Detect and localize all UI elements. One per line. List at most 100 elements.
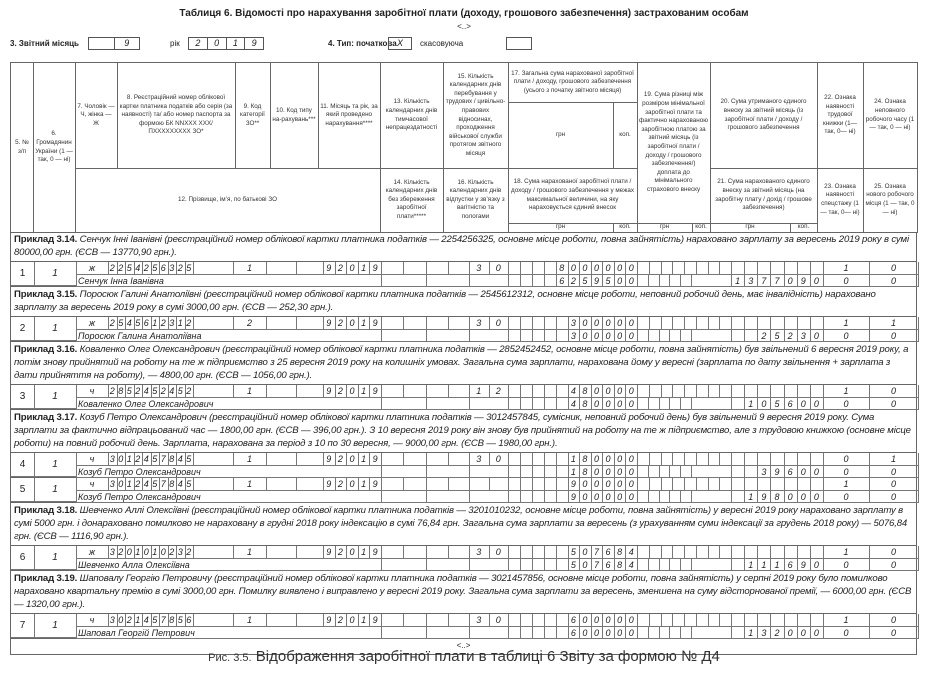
- sum18-digit-box: 0: [579, 329, 592, 342]
- empty-box: [684, 614, 697, 627]
- empty-cell: [266, 478, 297, 491]
- empty-box: [796, 478, 811, 491]
- reg-digit-box: 2: [125, 614, 135, 627]
- empty-cell: [296, 317, 324, 330]
- empty-box: [637, 465, 649, 478]
- empty-box: [770, 317, 785, 330]
- month-field[interactable]: 9: [88, 37, 140, 50]
- reg-digit-box: 5: [133, 317, 143, 330]
- sum18-digit-box: 0: [590, 397, 604, 410]
- empty-box: [637, 626, 649, 639]
- table-title: Таблиця 6. Відомості про нарахування зар…: [179, 8, 749, 19]
- empty-cell: [403, 546, 427, 559]
- empty-box: [637, 385, 650, 398]
- header-grn: грн: [508, 102, 614, 169]
- sum18-digit-box: 5: [567, 558, 581, 571]
- reg-digit-box: 5: [184, 262, 194, 275]
- type-cancel-checkbox[interactable]: [506, 37, 532, 50]
- empty-box: [809, 262, 824, 275]
- type-initial-checkbox[interactable]: X: [388, 37, 412, 50]
- sum18-digit-box: 0: [625, 329, 638, 342]
- empty-box: [783, 262, 798, 275]
- reg-digit-box: 4: [142, 614, 152, 627]
- total17-digit-box: 0: [579, 317, 592, 330]
- header-c24: 24. Ознака неповного робочого часу (1 — …: [863, 62, 918, 169]
- reg-digit-box: 8: [167, 614, 177, 627]
- total17-digit-box: 8: [613, 546, 627, 559]
- empty-cell: [296, 478, 324, 491]
- empty-box: [520, 478, 533, 491]
- reg-digit-box: 1: [133, 614, 143, 627]
- sign22-cell: 1: [823, 478, 870, 491]
- month-year-digit-box: 9: [323, 614, 336, 627]
- empty-box: [520, 614, 533, 627]
- sign22-cell: 1: [823, 262, 870, 275]
- header-c25: 25. Ознака нового робочого місця (1 — та…: [863, 168, 918, 233]
- empty-box: [532, 626, 545, 639]
- sum18-digit-box: [556, 329, 569, 342]
- empty-cell: [381, 397, 427, 410]
- empty-cell: [469, 397, 509, 410]
- month-year-digit-box: 0: [346, 385, 359, 398]
- reg-digit-box: 4: [133, 262, 143, 275]
- citizen-cell: 1: [34, 262, 77, 286]
- total17-digit-box: [556, 385, 569, 398]
- empty-box: [783, 453, 798, 466]
- empty-box: [731, 262, 746, 275]
- empty-box: [508, 453, 521, 466]
- empty-box: [658, 558, 671, 571]
- gender-cell: ж: [76, 317, 109, 330]
- empty-box: [680, 329, 692, 342]
- empty-box: [719, 546, 732, 559]
- month-year-digit-box: 9: [323, 385, 336, 398]
- sum21-digit-box: 0: [809, 490, 824, 503]
- empty-box: [660, 453, 674, 466]
- empty-box: [637, 274, 649, 287]
- month-year-digit-box: 9: [323, 262, 336, 275]
- sign24-cell: 0: [869, 546, 919, 559]
- sum18-digit-box: 0: [579, 490, 592, 503]
- reg-digit-box: 7: [159, 614, 169, 627]
- empty-box: [647, 558, 660, 571]
- days15-digit-box: 3: [469, 262, 490, 275]
- sum18-digit-box: 7: [590, 558, 604, 571]
- total17-digit-box: 0: [602, 385, 615, 398]
- empty-cell: [266, 453, 297, 466]
- row-number: 6: [11, 546, 35, 570]
- empty-box: [707, 385, 721, 398]
- sum21-digit-box: 0: [809, 329, 824, 342]
- year-field[interactable]: 2 0 1 9: [188, 37, 264, 50]
- empty-cell: [381, 626, 427, 639]
- reg-digit-box: 4: [176, 478, 186, 491]
- empty-box: [783, 478, 798, 491]
- sign24-cell: 1: [869, 453, 919, 466]
- empty-box: [660, 317, 674, 330]
- sign22-cell: 1: [823, 317, 870, 330]
- empty-box: [544, 317, 557, 330]
- empty-box: [508, 385, 521, 398]
- sign22-cell: 1: [823, 614, 870, 627]
- total17-digit-box: [556, 546, 569, 559]
- empty-box: [544, 262, 557, 275]
- empty-cell: [381, 274, 427, 287]
- category-cell: 1: [233, 262, 267, 275]
- empty-box: [544, 478, 557, 491]
- empty-box: [658, 465, 671, 478]
- empty-cell: [691, 274, 732, 287]
- empty-box: [731, 614, 746, 627]
- sum18-digit-box: 0: [613, 490, 627, 503]
- type-initial-mark: X: [396, 38, 403, 48]
- empty-box: [684, 546, 697, 559]
- month-year-digit-box: 1: [357, 546, 371, 559]
- empty-cell: [381, 385, 404, 398]
- total17-digit-box: 0: [567, 262, 581, 275]
- sign23-cell: 0: [823, 465, 870, 478]
- empty-box: [637, 317, 650, 330]
- category-cell: 1: [233, 546, 267, 559]
- total17-digit-box: 0: [625, 478, 638, 491]
- citizen-cell: 1: [34, 546, 77, 570]
- sum21-digit-box: 0: [809, 558, 824, 571]
- empty-box: [508, 614, 521, 627]
- empty-cell: [469, 274, 509, 287]
- empty-box: [796, 453, 811, 466]
